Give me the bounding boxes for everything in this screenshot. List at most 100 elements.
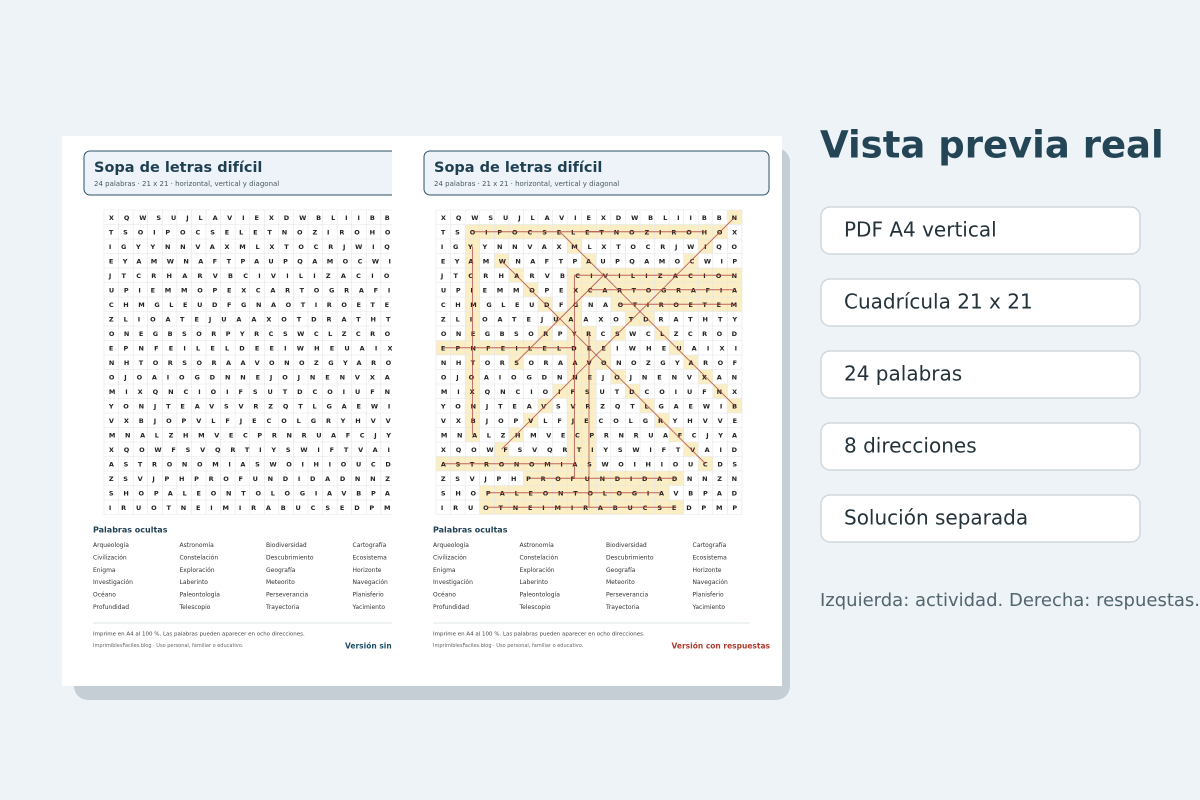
- word: Planisferio: [353, 592, 384, 599]
- feature-pill: [820, 494, 1141, 543]
- answer-line: [559, 231, 736, 407]
- sheet-subtitle: 24 palabras · 21 x 21 · horizontal, vert…: [94, 180, 279, 188]
- grid-row: IGYYNNVAXMLXTOCRJWIQO: [441, 243, 738, 251]
- word: Descubrimiento: [266, 554, 314, 561]
- footer-note: Imprime en A4 al 100 %. Las palabras pue…: [93, 632, 305, 638]
- answer-highlight: [523, 471, 538, 486]
- footer-site: ImprimiblesFaciles.blog · Uso personal, …: [433, 643, 584, 649]
- word: Exploración: [520, 567, 555, 574]
- sheet-title: Sopa de letras difícil: [434, 160, 602, 176]
- word: Telescopio: [519, 604, 551, 611]
- sheet-paper: [62, 136, 462, 686]
- word: Trayectoria: [265, 604, 300, 611]
- word: Yacimiento: [352, 604, 386, 611]
- word: Ecosistema: [353, 554, 388, 561]
- word: Perseverancia: [606, 592, 649, 599]
- word: Océano: [93, 592, 116, 599]
- word: Telescopio: [179, 604, 211, 611]
- word: Profundidad: [433, 604, 469, 611]
- title-box: [83, 150, 392, 196]
- word: Arqueología: [433, 542, 469, 549]
- answer-line: [501, 260, 706, 465]
- answer-highlight: [698, 224, 713, 239]
- version-label: Versión sin: [345, 642, 392, 651]
- word: Exploración: [180, 567, 215, 574]
- words-heading: Palabras ocultas: [93, 526, 168, 535]
- footer-site: ImprimiblesFaciles.blog · Uso personal, …: [93, 643, 244, 649]
- word: Paleontología: [520, 592, 561, 599]
- word: Biodiversidad: [266, 542, 307, 549]
- word: Océano: [433, 592, 456, 599]
- word: Civilización: [93, 554, 127, 561]
- grid-row: ASTRONOMIASWOIHIOUCDS: [109, 460, 406, 468]
- word: Investigación: [433, 579, 473, 586]
- word: Horizonte: [353, 567, 382, 574]
- answer-highlight: [727, 268, 742, 283]
- sheet-subtitle: 24 palabras · 21 x 21 · horizontal, vert…: [434, 180, 619, 188]
- feature-text: Cuadrícula 21 x 21: [844, 290, 1033, 314]
- word: Enigma: [93, 567, 116, 574]
- grid-row: CHMGLEUDFGNAOTIROETEM: [441, 301, 737, 309]
- info-panel: Vista previa real Izquierda: actividad. …: [820, 124, 1200, 612]
- title-box: [423, 150, 770, 196]
- word: Cartografía: [693, 542, 727, 549]
- sheet-title: Sopa de letras difícil: [94, 160, 262, 176]
- word: Navegación: [353, 579, 389, 586]
- panel-title: Vista previa real: [820, 124, 1164, 167]
- word: Laberinto: [520, 579, 549, 586]
- word: Cartografía: [353, 542, 387, 549]
- feature-text: 24 palabras: [844, 362, 962, 386]
- sheet-content: Sopa de letras difícil 24 palabras · 21 x…: [423, 150, 771, 651]
- word: Civilización: [433, 554, 467, 561]
- word: Constelación: [520, 554, 559, 561]
- feature-text: PDF A4 vertical: [844, 218, 997, 242]
- grid-row: XQWSUJLAVIEXDWBLIIBBN: [441, 214, 737, 222]
- word: Navegación: [693, 579, 729, 586]
- word: Meteorito: [266, 579, 295, 586]
- grid-row: NHTORSORAAVONOZGYAROF: [109, 359, 405, 367]
- grid-row: EYAMWNAFTPAUPQAMOCWIP: [109, 257, 405, 265]
- grid-row: UPIEMMOPEXCARTOGRAFIA: [109, 286, 405, 294]
- feature-pill: [820, 206, 1141, 255]
- feature-pill: [820, 422, 1141, 471]
- word: Geografía: [266, 567, 296, 574]
- word: Perseverancia: [266, 592, 309, 599]
- word: Planisferio: [693, 592, 724, 599]
- version-label: Versión con respuestas: [672, 642, 771, 651]
- word: Astronomía: [180, 542, 215, 549]
- word: Profundidad: [93, 604, 129, 611]
- grid-row: IRUOTNEIMIRABUCSEDPMP: [109, 504, 405, 512]
- words-heading: Palabras ocultas: [433, 526, 508, 535]
- answer-highlight: [727, 282, 742, 297]
- word: Enigma: [433, 567, 456, 574]
- word: Paleontología: [180, 592, 221, 599]
- word: Biodiversidad: [606, 542, 647, 549]
- grid-row: EPNFEILELDEEIWHEUAIXI: [109, 344, 405, 352]
- answer-highlight: [727, 297, 742, 312]
- feature-text: 8 direcciones: [844, 434, 977, 458]
- word: Laberinto: [180, 579, 209, 586]
- word: Astronomía: [520, 542, 555, 549]
- grid-row: SHOPALEONTOLOGIAVBPAD: [109, 489, 406, 497]
- sheet: Sopa de letras difícil 24 palabras · 21 x…: [62, 136, 462, 686]
- footer-note: Imprime en A4 al 100 %. Las palabras pue…: [433, 632, 645, 638]
- sheet: Sopa de letras difícil 24 palabras · 21 x…: [402, 136, 782, 686]
- preview: Sopa de letras difícil 24 palabras · 21 x…: [62, 136, 790, 700]
- word: Ecosistema: [693, 554, 728, 561]
- answer-line: [501, 216, 736, 450]
- word: Arqueología: [93, 542, 129, 549]
- feature-pill: [820, 350, 1141, 399]
- feature-text: Solución separada: [844, 506, 1028, 530]
- panel-caption: Izquierda: actividad. Derecha: respuesta…: [820, 590, 1200, 611]
- word: Trayectoria: [605, 604, 640, 611]
- feature-pill: [820, 278, 1141, 327]
- word: Meteorito: [606, 579, 635, 586]
- grid-row: YONJTEAVSVRZQTLGAEWIB: [440, 402, 737, 410]
- word: Geografía: [606, 567, 636, 574]
- word: Descubrimiento: [606, 554, 654, 561]
- word: Investigación: [93, 579, 133, 586]
- word: Constelación: [180, 554, 219, 561]
- word: Horizonte: [693, 567, 722, 574]
- grid-row: IGYYNNVAXMLXTOCRJWIQO: [109, 243, 406, 251]
